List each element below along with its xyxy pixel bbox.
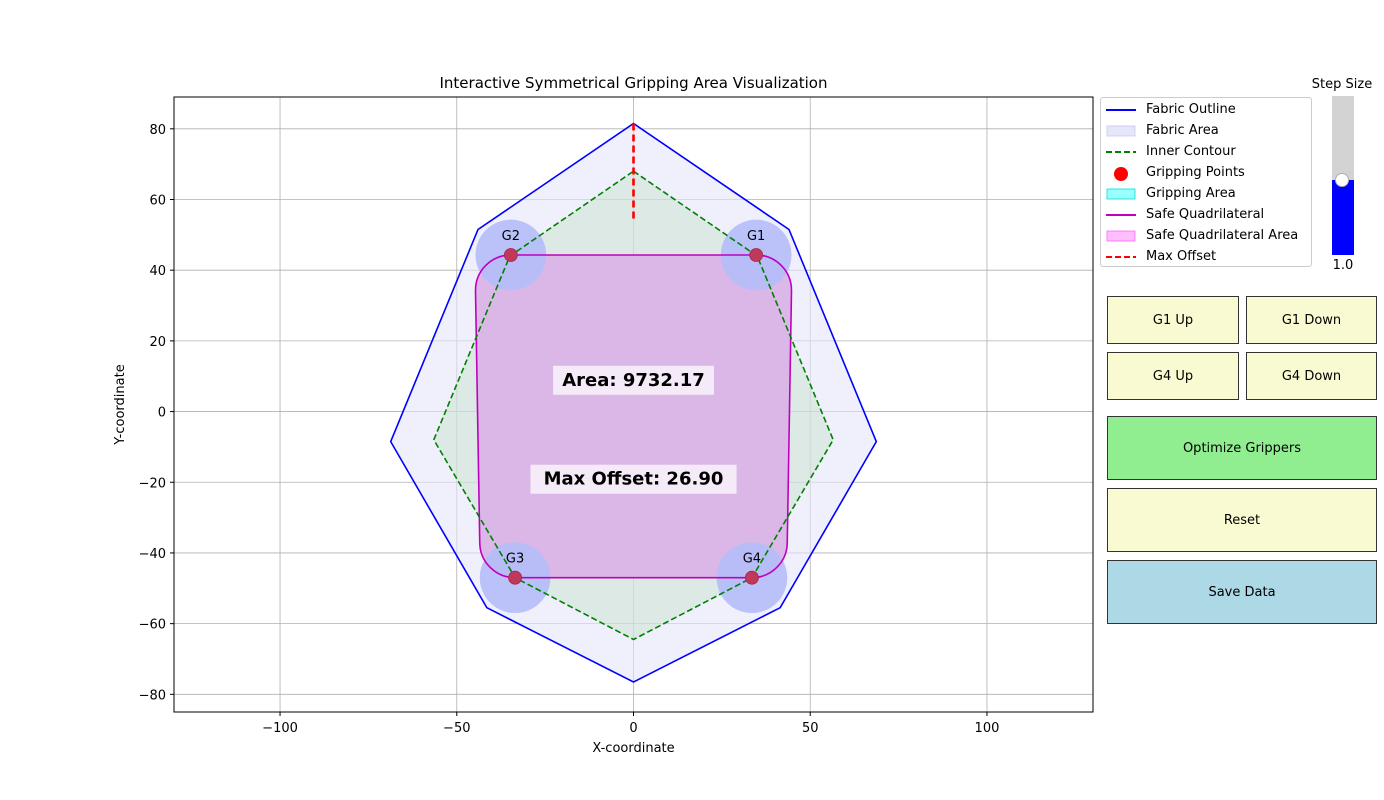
y-tick-label: −40: [139, 547, 166, 562]
y-tick-label: 80: [149, 123, 166, 138]
x-tick-label: 100: [975, 721, 1000, 736]
y-tick-label: 40: [149, 264, 166, 279]
y-axis-label: Y-coordinate: [113, 364, 128, 445]
legend-label: Inner Contour: [1146, 144, 1236, 159]
legend-label: Max Offset: [1146, 249, 1217, 264]
x-axis-label: X-coordinate: [592, 741, 674, 756]
gripping-point-g2: [503, 248, 518, 262]
g1-down-button[interactable]: G1 Down: [1246, 296, 1377, 344]
gripping-point-label-g4: G4: [743, 552, 761, 567]
y-tick-label: 20: [149, 335, 166, 350]
y-tick-label: −20: [139, 476, 166, 491]
legend-swatch: [1106, 109, 1136, 111]
legend-swatch-mark: [1106, 230, 1136, 242]
legend-item-safe-quadrilateral-area: Safe Quadrilateral Area: [1101, 226, 1311, 246]
x-tick-label: −100: [262, 721, 298, 736]
legend-item-fabric-area: Fabric Area: [1101, 121, 1311, 141]
legend-swatch: [1114, 167, 1128, 181]
y-tick-label: −80: [139, 688, 166, 703]
legend-swatch: [1106, 230, 1136, 242]
legend-swatch: [1106, 188, 1136, 200]
fabric-outline: [389, 122, 878, 683]
legend-swatch: [1106, 256, 1136, 258]
legend-label: Gripping Points: [1146, 165, 1245, 180]
safe-quadrilateral-area: [475, 254, 792, 578]
step-size-value: 1.0: [1332, 258, 1354, 273]
gripping-point-label-g1: G1: [747, 229, 765, 244]
step-size-slider-fill: [1332, 180, 1354, 255]
y-tick-label: 0: [158, 406, 166, 421]
legend-label: Fabric Area: [1146, 123, 1219, 138]
legend-item-inner-contour: Inner Contour: [1101, 142, 1311, 162]
legend-item-safe-quadrilateral: Safe Quadrilateral: [1101, 205, 1311, 225]
area-annotation: Area: 9732.17: [562, 370, 705, 391]
gripping-point-label-g2: G2: [502, 229, 520, 244]
y-tick-label: −60: [139, 618, 166, 633]
legend-label: Safe Quadrilateral Area: [1146, 228, 1299, 243]
legend-swatch-mark: [1106, 125, 1136, 137]
legend-item-max-offset: Max Offset: [1101, 247, 1311, 267]
area-annotation-bg: [553, 365, 714, 395]
optimize-grippers-button[interactable]: Optimize Grippers: [1107, 416, 1377, 480]
step-size-slider-handle[interactable]: [1335, 173, 1349, 188]
inner-contour: [432, 170, 835, 641]
gripping-point-g3: [508, 570, 522, 585]
legend-item-gripping-points: Gripping Points: [1101, 163, 1311, 183]
safe-quadrilateral-outline: [474, 254, 793, 579]
step-size-slider-title: Step Size: [1311, 77, 1373, 92]
plot-area: G1 G2 G3 G4: [389, 122, 878, 683]
legend-item-fabric-outline: Fabric Outline: [1101, 100, 1311, 120]
legend-swatch: [1106, 125, 1136, 137]
legend-item-gripping-area: Gripping Area: [1101, 184, 1311, 204]
legend: Fabric Outline Fabric Area Inner Contour…: [1100, 97, 1312, 267]
y-tick-label: 60: [149, 194, 166, 209]
g4-down-button[interactable]: G4 Down: [1246, 352, 1377, 400]
legend-swatch: [1106, 214, 1136, 216]
max-offset-annotation-bg: [530, 464, 737, 494]
g1-up-button[interactable]: G1 Up: [1107, 296, 1239, 344]
gripping-point-g4: [745, 570, 759, 585]
gripping-point-g1: [749, 248, 764, 262]
legend-swatch: [1106, 151, 1136, 153]
x-tick-label: −50: [443, 721, 470, 736]
legend-label: Fabric Outline: [1146, 102, 1236, 117]
legend-label: Gripping Area: [1146, 186, 1236, 201]
gripping-point-label-g3: G3: [506, 552, 524, 567]
max-offset-annotation: Max Offset: 26.90: [544, 469, 724, 490]
reset-button[interactable]: Reset: [1107, 488, 1377, 552]
chart-title: Interactive Symmetrical Gripping Area Vi…: [439, 74, 827, 92]
x-tick-label: 50: [802, 721, 819, 736]
legend-label: Safe Quadrilateral: [1146, 207, 1265, 222]
x-tick-label: 0: [629, 721, 637, 736]
legend-swatch-mark: [1106, 188, 1136, 200]
g4-up-button[interactable]: G4 Up: [1107, 352, 1239, 400]
legend-swatch-mark: [1114, 167, 1128, 181]
save-data-button[interactable]: Save Data: [1107, 560, 1377, 624]
